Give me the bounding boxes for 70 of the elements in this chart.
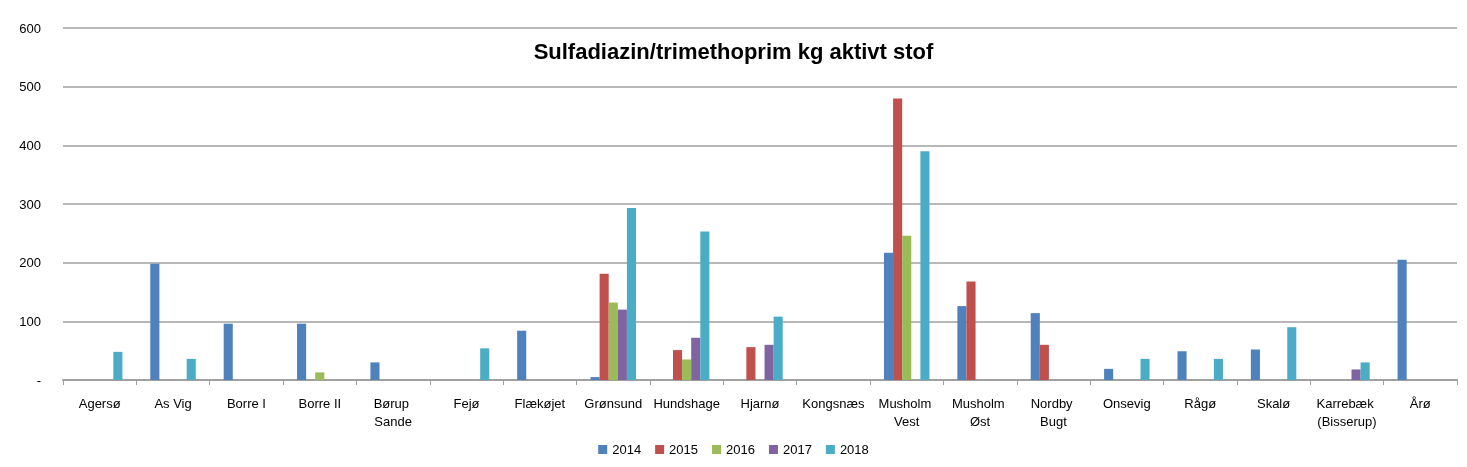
bar <box>902 235 912 380</box>
legend-label: 2016 <box>726 442 755 457</box>
y-tick-label: 600 <box>19 20 41 36</box>
x-tick-label: As Vig <box>154 395 192 411</box>
x-tick-label: Fejø <box>453 395 480 411</box>
bar <box>608 302 618 380</box>
text: Sulfadiazin/trimethoprim kg aktivt stof <box>533 38 935 64</box>
x-tick-label: Flækøjet <box>514 395 566 411</box>
bar <box>957 306 967 380</box>
x-tick-label: Agersø <box>78 395 121 411</box>
legend-label: 2018 <box>839 442 869 457</box>
bar <box>1213 358 1223 380</box>
bar <box>297 323 307 380</box>
bar <box>700 231 710 380</box>
bar <box>223 323 233 380</box>
bar <box>599 273 609 380</box>
bar <box>1287 327 1297 380</box>
y-tick-label: 400 <box>19 137 41 153</box>
legend-label: 2015 <box>669 442 699 457</box>
bar <box>883 252 894 380</box>
bar <box>370 362 380 380</box>
x-tick-label: Musholm Øst <box>951 395 1009 429</box>
y-tick-label: 500 <box>19 79 41 95</box>
bar <box>920 151 930 380</box>
x-tick-label: Hundshage <box>653 395 720 411</box>
y-tick-label: - <box>36 372 41 388</box>
x-tick-label: Musholm Vest <box>878 395 935 429</box>
x-tick-label: Skalø <box>1256 395 1291 411</box>
x-tick-label: Nordby Bugt <box>1030 395 1077 429</box>
bar <box>617 309 627 380</box>
bar <box>746 347 756 380</box>
x-tick-label: Børup Sande <box>373 395 413 429</box>
bar <box>1177 351 1187 380</box>
bar <box>517 330 527 380</box>
bar <box>764 344 774 380</box>
x-tick-label: Onsevig <box>1102 395 1151 411</box>
bar <box>1104 368 1114 380</box>
bar <box>1351 369 1361 380</box>
bar <box>1039 344 1049 380</box>
y-tick-label: 200 <box>19 255 41 271</box>
bar <box>315 372 325 380</box>
bar <box>480 348 490 380</box>
bar <box>186 358 196 380</box>
bar <box>150 263 160 380</box>
bar <box>1360 362 1370 380</box>
x-tick-label: Hjarnø <box>740 395 780 411</box>
bar <box>1030 313 1040 380</box>
legend-label: 2014 <box>612 442 642 457</box>
bar <box>672 350 683 380</box>
x-tick-label: Borre I <box>226 395 266 411</box>
y-tick-label: 300 <box>19 196 41 212</box>
bar <box>893 98 903 380</box>
x-tick-label: Karrebæk (Bisserup) <box>1316 395 1378 429</box>
bar <box>773 316 783 380</box>
bar <box>966 281 976 380</box>
bar <box>113 351 123 380</box>
bar <box>590 377 600 380</box>
bar <box>691 337 701 380</box>
x-tick-label: Borre II <box>298 395 342 411</box>
x-tick-label: Årø <box>1409 395 1431 411</box>
bar <box>626 208 637 380</box>
x-tick-label: Kongsnæs <box>802 395 865 411</box>
bar <box>1140 358 1150 380</box>
bar <box>1250 349 1260 380</box>
bar <box>682 359 692 380</box>
bar <box>1397 259 1407 380</box>
x-tick-label: Rågø <box>1184 395 1217 411</box>
legend-label: 2017 <box>782 442 812 457</box>
x-tick-label: Grønsund <box>584 395 643 411</box>
y-tick-label: 100 <box>19 313 41 329</box>
